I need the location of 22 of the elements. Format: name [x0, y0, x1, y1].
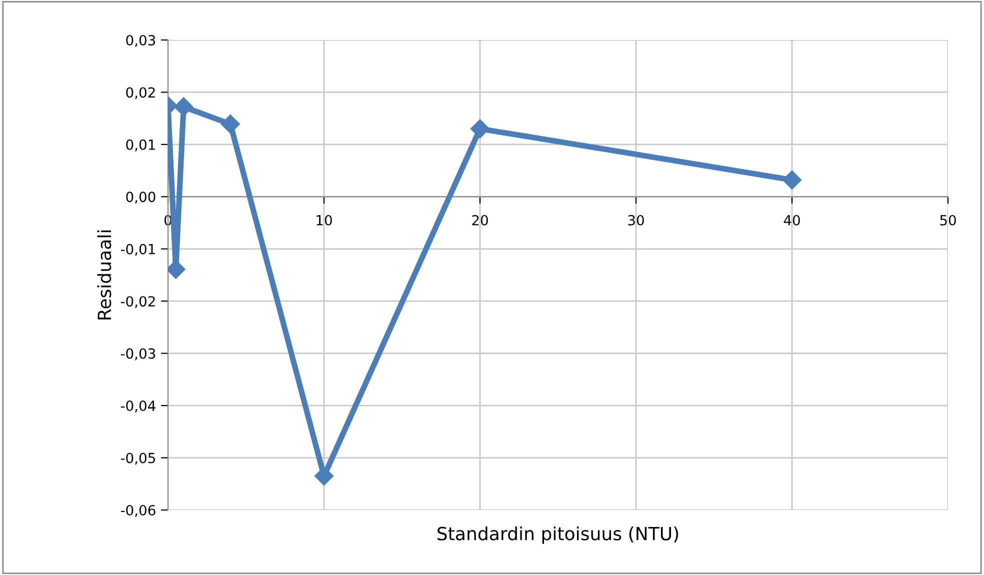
y-tick-label: -0,01	[120, 244, 155, 256]
y-tick-label: 0,01	[126, 139, 155, 152]
y-tick-label: -0,06	[120, 504, 156, 517]
x-axis-title: Standardin pitoisuus (NTU)	[438, 526, 678, 544]
point	[782, 170, 802, 190]
y-tick-label: 0,00	[126, 192, 156, 204]
x-tick-label: 40	[784, 214, 800, 226]
y-tick-label: 0,02	[126, 87, 155, 100]
point	[220, 114, 240, 134]
x-tick-label: 20	[472, 214, 488, 226]
y-tick-label: -0,05	[120, 452, 155, 465]
y-axis-title: Residuaali	[97, 230, 112, 320]
point	[174, 97, 194, 116]
y-tick-label: -0,04	[120, 400, 156, 412]
point	[314, 466, 334, 486]
y-tick-label: -0,03	[120, 348, 156, 360]
x-tick-label: 30	[628, 214, 644, 226]
y-tick-label: -0,02	[120, 296, 155, 308]
y-tick-label: 0,03	[126, 34, 156, 47]
point	[470, 119, 490, 138]
x-tick-label: 50	[940, 214, 956, 226]
x-tick-label: 10	[316, 214, 332, 226]
